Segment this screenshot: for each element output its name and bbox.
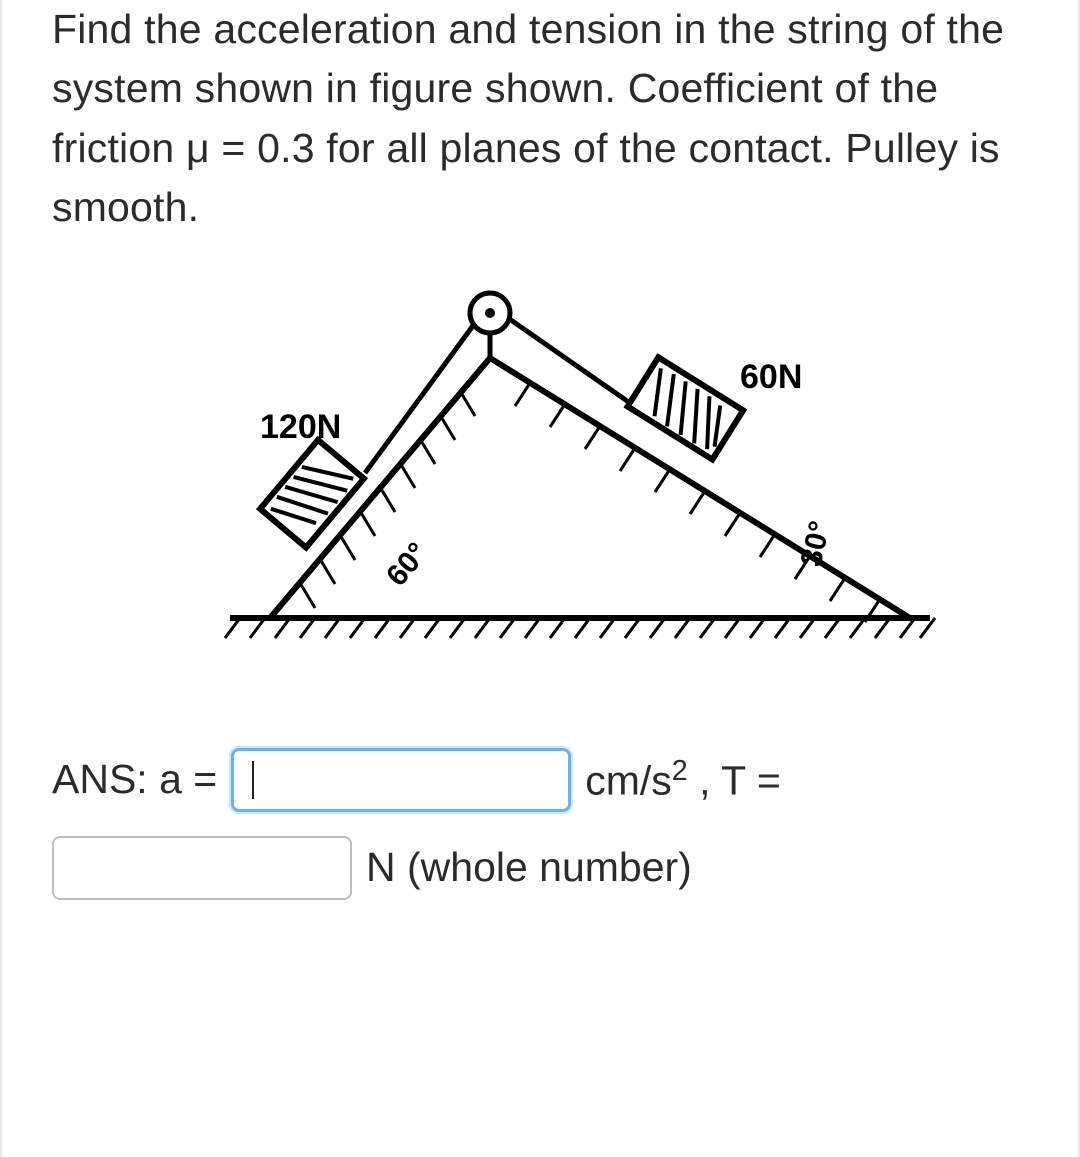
diagram-container: 120N 60N 60° 30° (52, 278, 1028, 678)
answer-row: ANS: a = cm/s2 , T = N (whole number) (52, 748, 1028, 900)
incline-diagram: 120N 60N 60° 30° (110, 278, 970, 678)
unit-t: N (whole number) (366, 844, 692, 891)
unit-a: cm/s2 , T = (585, 755, 781, 805)
acceleration-input[interactable] (231, 748, 571, 812)
question-text: Find the acceleration and tension in the… (52, 0, 1028, 238)
question-card: Find the acceleration and tension in the… (0, 0, 1080, 1157)
left-angle-label: 60° (380, 536, 434, 592)
right-weight-label: 60N (740, 358, 802, 396)
tension-input[interactable] (52, 836, 352, 900)
answer-prefix: ANS: a = (52, 756, 217, 803)
left-weight-label: 120N (260, 408, 341, 446)
right-angle-label: 30° (795, 518, 837, 570)
text-caret (252, 761, 254, 799)
